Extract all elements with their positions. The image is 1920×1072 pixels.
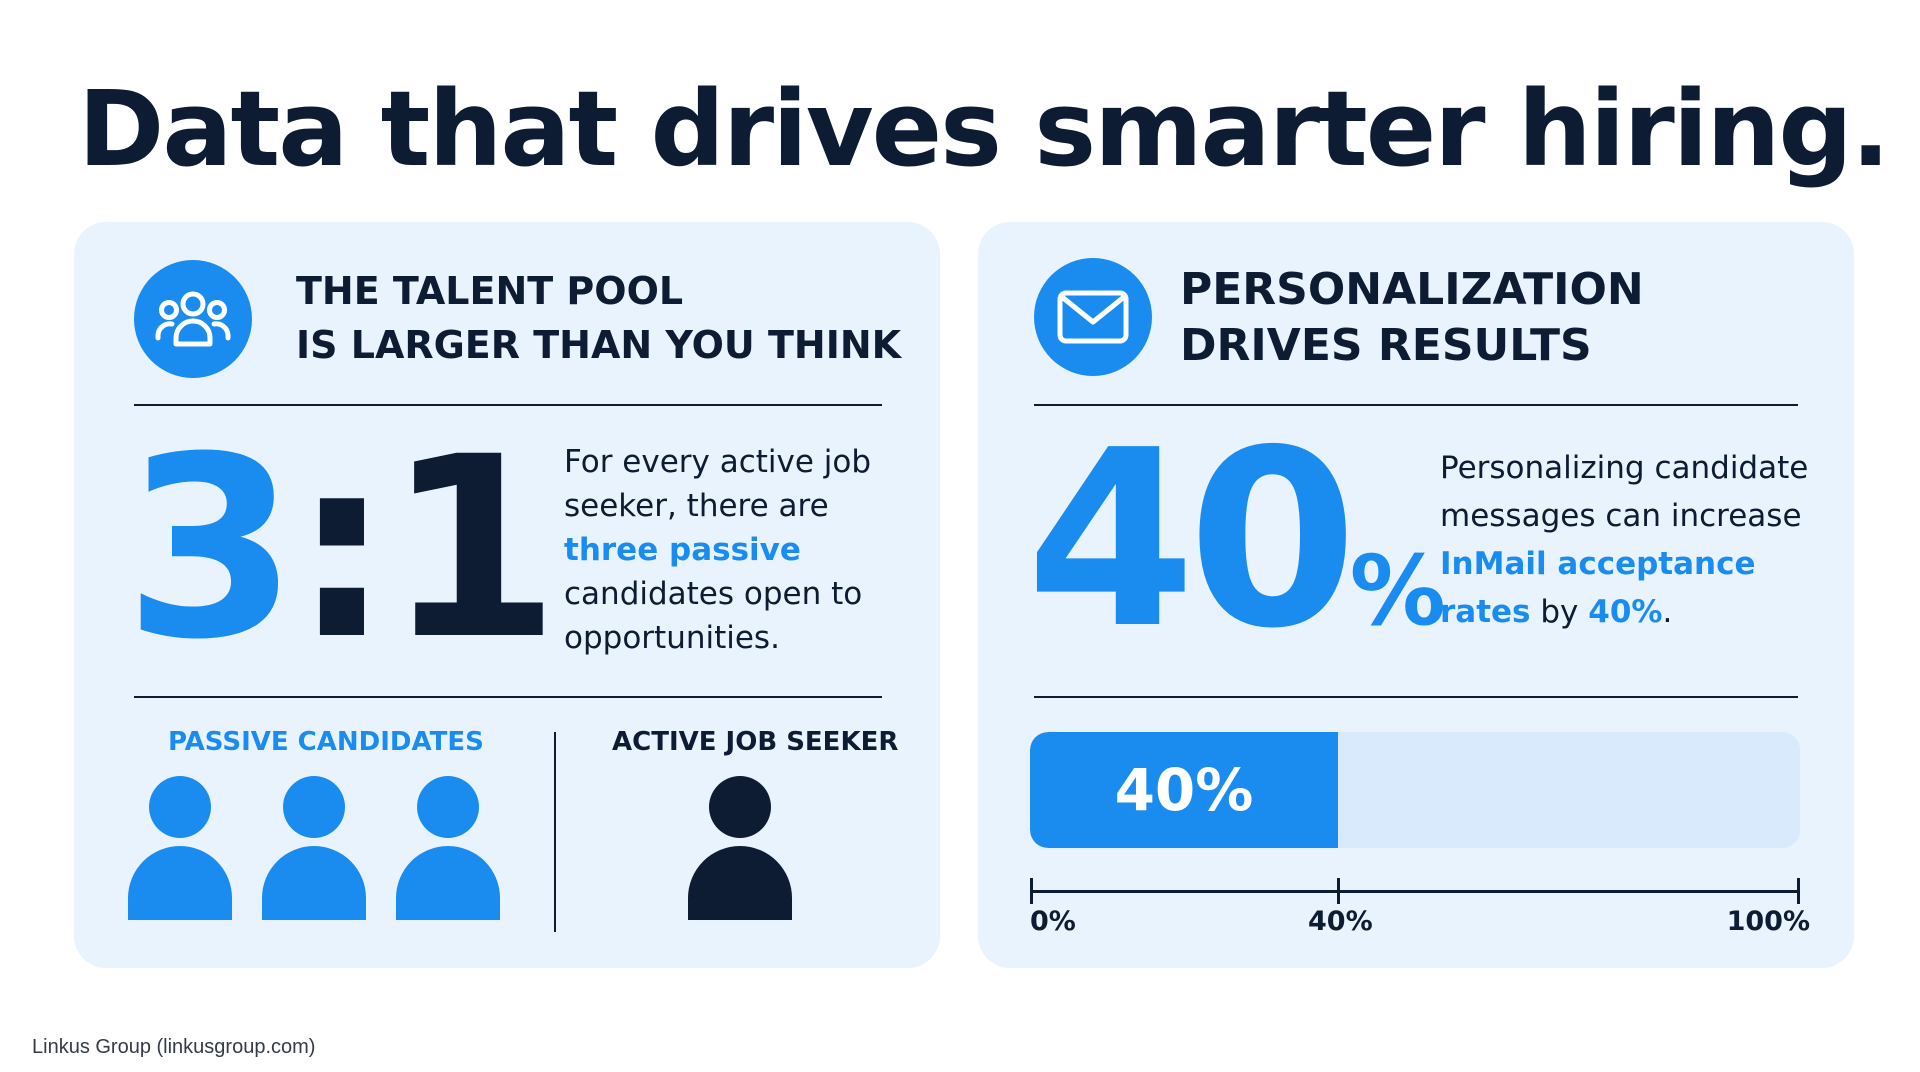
divider — [134, 404, 882, 406]
personalization-heading-line1: PERSONALIZATION — [1180, 264, 1644, 315]
big-percentage: 40% — [1026, 418, 1446, 662]
page-title: Data that drives smarter hiring. — [78, 68, 1890, 190]
progress-label: 40% — [1114, 756, 1254, 824]
axis-label-end: 100% — [1726, 906, 1810, 937]
personalization-card-heading: PERSONALIZATION DRIVES RESULTS — [1180, 262, 1644, 374]
talent-heading-line2: IS LARGER THAN YOU THINK — [296, 323, 902, 367]
ratio-value: 3:1 — [124, 424, 560, 674]
envelope-icon — [1034, 258, 1152, 376]
personalization-card: PERSONALIZATION DRIVES RESULTS 40% Perso… — [978, 222, 1854, 968]
ratio-left: 3 — [124, 403, 298, 694]
passive-candidates-label: PASSIVE CANDIDATES — [168, 727, 484, 757]
pers-desc-highlight-2: 40% — [1588, 594, 1663, 630]
passive-person-icon — [128, 776, 232, 920]
passive-person-icon — [262, 776, 366, 920]
ratio-right: 1 — [385, 403, 560, 694]
talent-desc-text: For every active job seeker, there are — [564, 444, 872, 524]
axis-line — [1030, 890, 1800, 893]
talent-heading-line1: THE TALENT POOL — [296, 269, 684, 313]
pers-desc-text-2: by — [1530, 594, 1589, 630]
active-person-icon — [688, 776, 792, 920]
big-percentage-number: 40 — [1026, 398, 1358, 682]
talent-desc-text-end: candidates open to opportunities. — [564, 576, 863, 656]
personalization-heading-line2: DRIVES RESULTS — [1180, 320, 1592, 371]
divider — [1034, 696, 1798, 698]
pers-desc-text: Personalizing candidate messages can inc… — [1440, 450, 1809, 534]
progress-track: 40% — [1030, 732, 1800, 848]
active-job-seeker-label: ACTIVE JOB SEEKER — [612, 727, 899, 757]
passive-person-icon — [396, 776, 500, 920]
talent-desc-highlight: three passive — [564, 532, 801, 568]
progress-fill: 40% — [1030, 732, 1338, 848]
pers-desc-text-3: . — [1662, 594, 1673, 630]
big-percentage-sign: % — [1349, 535, 1446, 647]
pers-desc-highlight: InMail acceptance rates — [1440, 546, 1756, 630]
progress-axis — [1030, 878, 1800, 904]
axis-tick — [1030, 878, 1033, 904]
personalization-description: Personalizing candidate messages can inc… — [1440, 444, 1840, 636]
talent-description: For every active job seeker, there are t… — [564, 440, 894, 660]
axis-label-start: 0% — [1030, 906, 1076, 937]
divider — [1034, 404, 1798, 406]
axis-label-mid: 40% — [1308, 906, 1373, 937]
divider — [134, 696, 882, 698]
talent-pool-card: THE TALENT POOL IS LARGER THAN YOU THINK… — [74, 222, 940, 968]
users-group-icon — [134, 260, 252, 378]
group-divider — [554, 732, 556, 932]
axis-tick — [1337, 878, 1340, 904]
axis-tick — [1797, 878, 1800, 904]
talent-card-heading: THE TALENT POOL IS LARGER THAN YOU THINK — [296, 264, 901, 372]
source-credit: Linkus Group (linkusgroup.com) — [32, 1036, 316, 1058]
ratio-separator: : — [291, 403, 392, 694]
